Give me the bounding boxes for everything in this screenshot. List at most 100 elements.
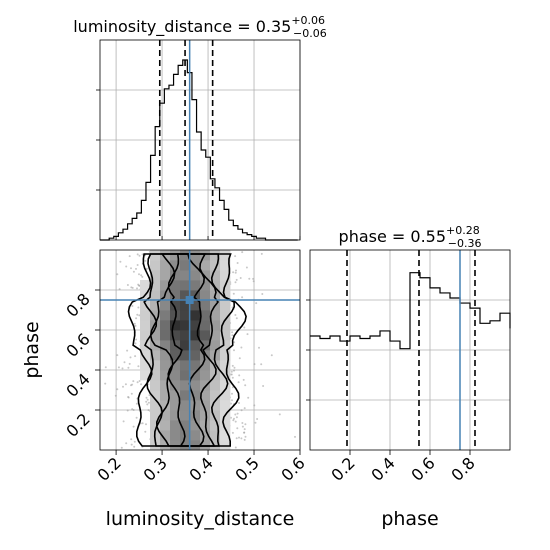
density-cell	[160, 430, 171, 441]
density-point	[252, 277, 255, 280]
density-cell	[200, 340, 211, 351]
ld-title: luminosity_distance = 0.35+0.06 −0.06	[73, 14, 327, 40]
density-cell	[180, 270, 191, 281]
density-point	[140, 383, 143, 386]
density-point	[237, 381, 240, 384]
density-cell	[160, 310, 171, 321]
density-point	[140, 274, 143, 277]
density-point	[134, 355, 137, 358]
density-point	[116, 273, 119, 276]
density-cell	[210, 410, 221, 421]
density-point	[234, 314, 237, 316]
density-point	[241, 425, 244, 428]
phase-y-axis-label: phase	[21, 321, 43, 378]
density-cell	[170, 390, 181, 401]
density-point	[243, 431, 246, 434]
density-cell	[190, 310, 201, 321]
density-cell	[220, 400, 231, 411]
density-cell	[210, 310, 221, 321]
density-point	[138, 314, 141, 317]
density-cell	[220, 250, 231, 261]
density-cell	[170, 420, 181, 431]
density-point	[132, 425, 135, 428]
density-point	[234, 271, 237, 274]
ld-histogram-grid	[100, 40, 301, 240]
density-point	[231, 331, 234, 334]
density-cell	[170, 350, 181, 361]
ld-axis-ticks: 0.2 0.3 0.4 0.5 0.6	[93, 450, 309, 485]
density-cell	[140, 360, 151, 371]
phase-x-tick-label: 0.4	[367, 453, 398, 484]
ld-title-prefix: luminosity_distance =	[73, 17, 255, 37]
density-cell	[150, 250, 161, 261]
density-point	[243, 438, 246, 441]
density-cell	[220, 380, 231, 391]
density-point	[129, 356, 132, 359]
density-point	[232, 292, 235, 295]
ld-tick-label: 0.5	[231, 453, 262, 484]
density-cell	[180, 420, 191, 431]
density-point	[147, 401, 150, 404]
density-point	[145, 423, 147, 426]
density-point	[137, 306, 140, 309]
density-cell	[170, 400, 181, 411]
density-cell	[160, 390, 171, 401]
density-truth-marker	[185, 296, 194, 304]
density-cell	[210, 330, 221, 341]
density-point	[242, 378, 245, 381]
density-cell	[170, 280, 181, 291]
density-point	[235, 269, 237, 272]
density-cell	[210, 340, 221, 351]
phase-histogram-y-ticks	[306, 299, 310, 401]
density-cell	[220, 420, 231, 431]
density-point	[137, 365, 140, 368]
density-point	[136, 287, 138, 290]
density-cell	[170, 320, 181, 331]
ld-title-minus: −0.06	[293, 27, 327, 40]
density-cell	[140, 320, 151, 331]
density-cell	[200, 410, 211, 421]
ld-tick-label: 0.4	[185, 453, 216, 484]
density-point	[232, 419, 235, 422]
ld-tick-label: 0.3	[139, 453, 170, 484]
density-cell	[140, 330, 151, 341]
density-cell	[180, 350, 191, 361]
density-point	[135, 402, 138, 405]
density-cell	[200, 370, 211, 381]
density-point	[126, 349, 129, 352]
ld-title-plus: +0.06	[291, 14, 325, 27]
density-point	[270, 354, 273, 357]
density-cell	[160, 330, 171, 341]
density-cell	[170, 330, 181, 341]
density-point	[121, 367, 124, 370]
density-cell	[140, 350, 151, 361]
density-point	[236, 412, 239, 415]
density-point	[127, 396, 130, 399]
density-point	[244, 423, 247, 426]
density-cell	[180, 370, 191, 381]
density-cell	[170, 370, 181, 381]
density-cell	[190, 350, 201, 361]
density-point	[243, 326, 246, 329]
density-point	[238, 357, 241, 360]
density-cell	[160, 340, 171, 351]
density-point	[124, 383, 127, 386]
density-cell	[160, 320, 171, 331]
density-cell	[150, 390, 161, 401]
density-point	[230, 373, 233, 376]
density-cell	[200, 300, 211, 311]
density-cell	[190, 280, 201, 291]
phase-title-minus: −0.36	[448, 237, 482, 250]
density-point	[240, 346, 243, 349]
density-point	[240, 437, 243, 440]
density-point	[278, 413, 281, 416]
density-contour	[127, 253, 247, 447]
density-cell	[160, 260, 171, 271]
density-point	[262, 385, 265, 387]
density-point	[241, 296, 244, 299]
density-cell	[200, 270, 211, 281]
density-cell	[220, 360, 231, 371]
density-cell	[150, 400, 161, 411]
density-point	[130, 384, 132, 387]
phase-y-tick-label: 0.2	[62, 409, 93, 440]
